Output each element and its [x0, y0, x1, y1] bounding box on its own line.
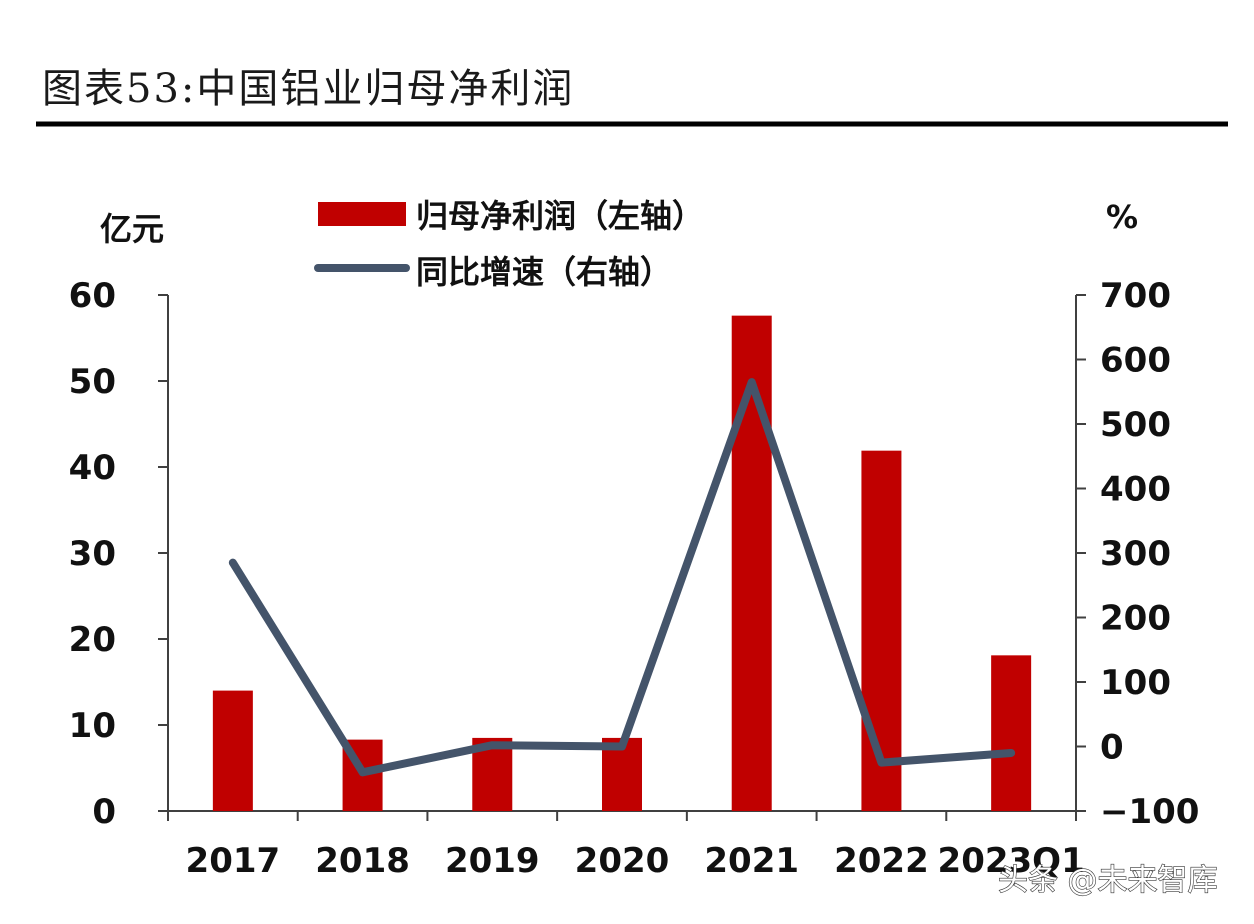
right-tick-label: 200 — [1100, 599, 1171, 639]
x-tick-label: 2019 — [445, 841, 540, 881]
x-tick-label: 2021 — [704, 841, 799, 881]
right-tick-label: 600 — [1100, 341, 1171, 381]
right-tick-label: 100 — [1100, 663, 1171, 703]
legend-bar-swatch — [318, 202, 406, 226]
line-series — [228, 378, 1016, 777]
right-tick-label: −100 — [1100, 792, 1199, 832]
left-tick-label: 20 — [69, 620, 116, 660]
x-axis-labels: 2017 2018 2019 2020 2021 2022 2023Q1 — [186, 841, 1085, 881]
bar-2017 — [212, 690, 253, 811]
x-tick-label: 2018 — [315, 841, 410, 881]
right-tick-label: 300 — [1100, 534, 1171, 574]
bar-2023Q1 — [991, 655, 1032, 811]
left-tick-label: 50 — [69, 362, 116, 402]
legend-line-label: 同比增速（右轴） — [416, 253, 672, 291]
chart-title: 图表53:中国铝业归母净利润 — [42, 66, 574, 112]
right-tick-label: 0 — [1100, 728, 1124, 768]
right-axis-unit: % — [1106, 198, 1138, 236]
right-tick-label: 500 — [1100, 405, 1171, 445]
left-tick-label: 30 — [69, 534, 116, 574]
x-tick-label: 2023Q1 — [938, 841, 1085, 881]
legend-bar-label: 归母净利润（左轴） — [416, 197, 704, 235]
bar-2021 — [731, 315, 772, 811]
x-tick-label: 2017 — [186, 841, 281, 881]
left-tick-label: 60 — [69, 276, 116, 316]
left-tick-label: 40 — [69, 448, 116, 488]
watermark: 头条 @未来智库 — [998, 863, 1218, 898]
left-axis-unit: 亿元 — [100, 210, 164, 248]
x-tick-label: 2020 — [575, 841, 670, 881]
left-tick-label: 0 — [92, 792, 116, 832]
x-tick-label: 2022 — [834, 841, 929, 881]
axes: 0 10 20 30 40 50 60 −100 0 100 200 300 400 500 600 700 — [69, 276, 1200, 832]
right-tick-label: 700 — [1100, 276, 1171, 316]
left-tick-label: 10 — [69, 706, 116, 746]
right-tick-label: 400 — [1100, 470, 1171, 510]
